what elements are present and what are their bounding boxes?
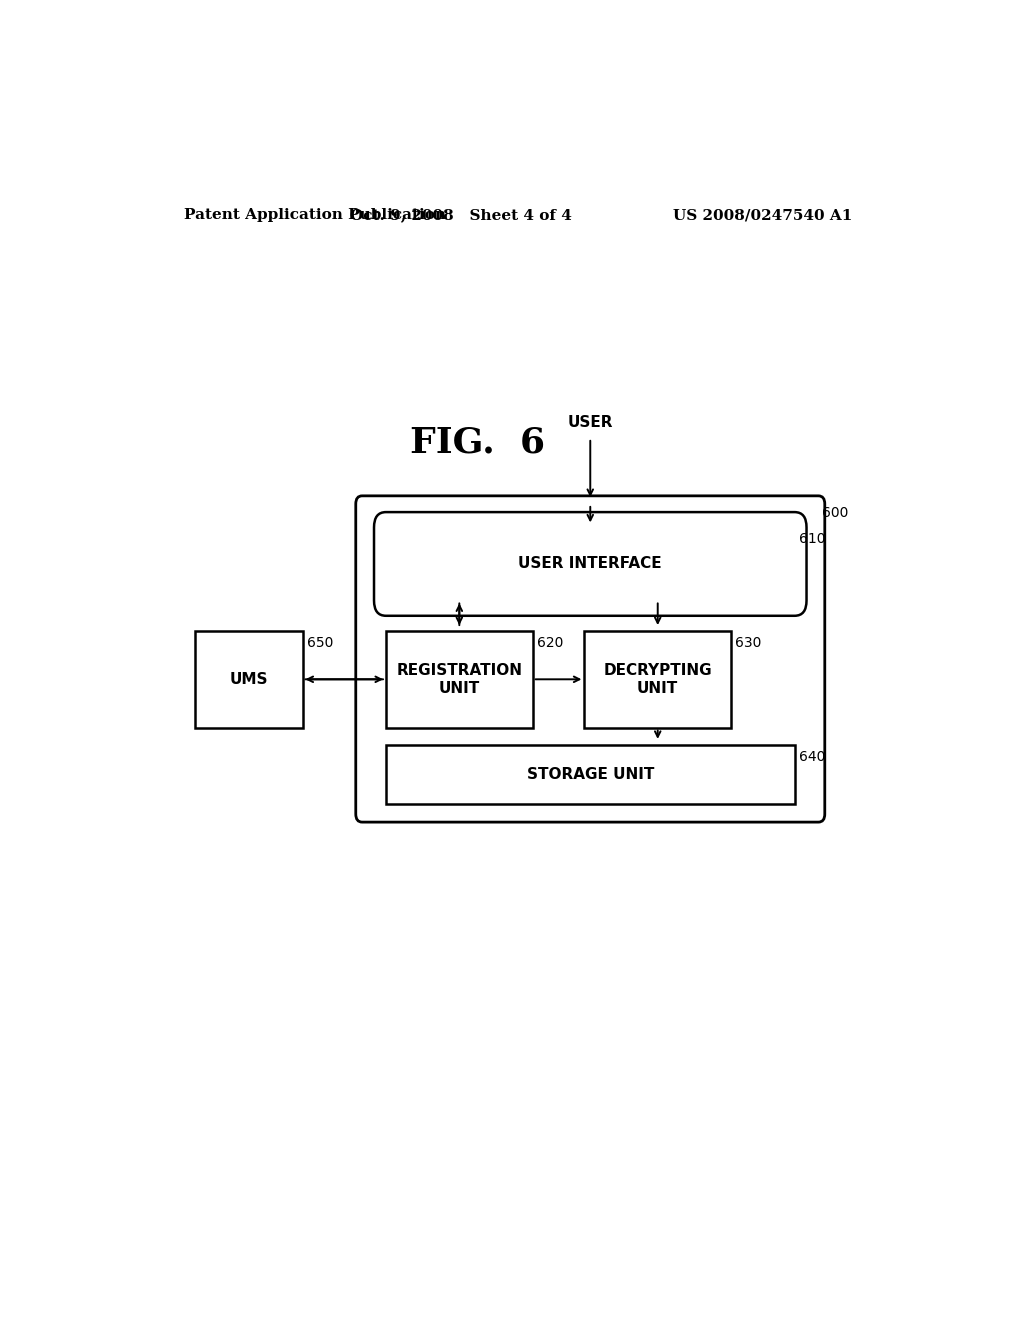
- Text: 600: 600: [822, 506, 849, 520]
- Text: DECRYPTING
UNIT: DECRYPTING UNIT: [603, 663, 712, 696]
- Text: FIG.  6: FIG. 6: [410, 426, 545, 459]
- Text: 630: 630: [735, 636, 762, 651]
- Text: USER: USER: [567, 414, 613, 430]
- FancyBboxPatch shape: [196, 631, 303, 727]
- Text: Patent Application Publication: Patent Application Publication: [183, 209, 445, 222]
- Text: 650: 650: [306, 636, 333, 651]
- FancyBboxPatch shape: [355, 496, 824, 822]
- Text: USER INTERFACE: USER INTERFACE: [518, 557, 663, 572]
- Text: UMS: UMS: [229, 672, 268, 686]
- FancyBboxPatch shape: [386, 631, 532, 727]
- Text: 640: 640: [799, 750, 825, 764]
- FancyBboxPatch shape: [374, 512, 807, 616]
- Text: Oct. 9, 2008   Sheet 4 of 4: Oct. 9, 2008 Sheet 4 of 4: [350, 209, 572, 222]
- Text: REGISTRATION
UNIT: REGISTRATION UNIT: [396, 663, 522, 696]
- Text: 620: 620: [537, 636, 563, 651]
- FancyBboxPatch shape: [386, 744, 795, 804]
- FancyBboxPatch shape: [585, 631, 731, 727]
- Text: US 2008/0247540 A1: US 2008/0247540 A1: [673, 209, 853, 222]
- Text: 610: 610: [799, 532, 825, 546]
- Text: STORAGE UNIT: STORAGE UNIT: [526, 767, 654, 781]
